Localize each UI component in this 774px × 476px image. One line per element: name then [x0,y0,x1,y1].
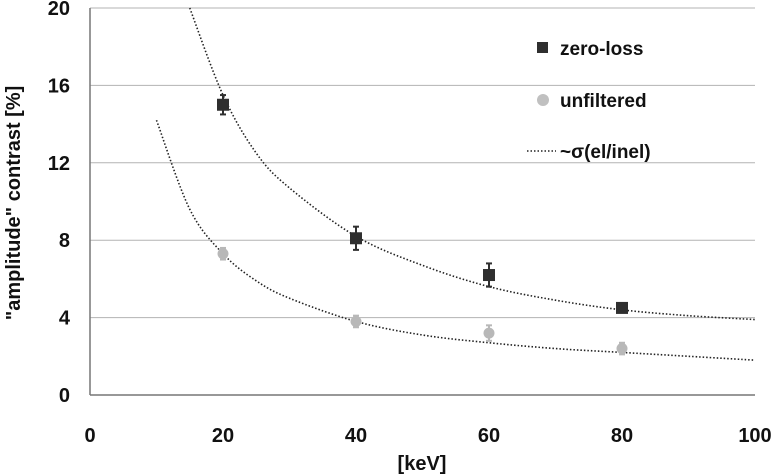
y-tick-label: 8 [59,230,70,252]
point-zero-loss [483,269,495,282]
x-tick-label: 0 [84,425,95,447]
legend-marker-zero-loss [537,42,548,53]
y-tick-label: 4 [59,308,71,330]
x-tick-label: 80 [611,425,633,447]
x-tick-label: 60 [478,425,500,447]
y-tick-label: 0 [59,385,70,407]
fit-curve-1 [189,7,756,321]
fit-curve-2 [155,119,756,361]
legend-label-fit: ~σ(el/inel) [560,142,651,163]
point-unfiltered [483,327,495,339]
x-tick-label: 40 [345,425,367,447]
legend-label-zero-loss: zero-loss [560,39,643,60]
y-tick-label: 16 [48,75,70,97]
y-tick-label: 20 [48,0,70,20]
y-tick-labels: 0 4 8 12 16 20 [48,0,71,407]
x-tick-labels: 0 20 40 60 80 100 [84,425,771,447]
y-tick-label: 12 [48,153,70,175]
point-zero-loss [350,232,362,245]
axes [89,8,755,396]
point-unfiltered [616,343,628,355]
legend-marker-unfiltered [537,94,549,106]
x-axis-title: [keV] [398,453,447,475]
point-zero-loss [616,301,628,314]
point-unfiltered [350,315,362,327]
legend-label-unfiltered: unfiltered [560,91,647,112]
legend: zero-loss unfiltered ~σ(el/inel) [527,39,651,163]
point-zero-loss [217,98,229,111]
point-unfiltered [217,248,229,260]
fit-curves [155,7,756,361]
data-points [217,94,628,356]
x-tick-label: 100 [738,425,771,447]
gridlines [90,7,755,319]
x-tick-label: 20 [212,425,234,447]
y-axis-title: "amplitude" contrast [%] [3,86,25,321]
